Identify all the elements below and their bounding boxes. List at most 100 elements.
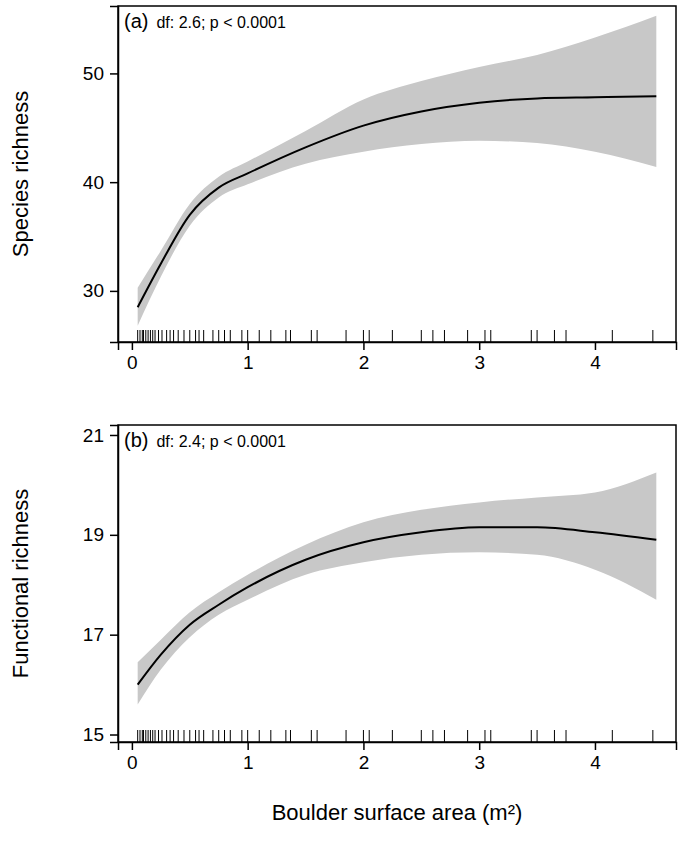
rug-tick <box>554 330 555 342</box>
y-tick: 19 <box>83 524 118 545</box>
rug-tick <box>467 330 468 342</box>
y-tick: 15 <box>83 724 118 745</box>
panel-title: (a)df: 2.6; p < 0.0001 <box>124 10 286 32</box>
fit-line <box>138 527 657 684</box>
y-tick-mark <box>110 435 118 437</box>
y-tick-mark <box>110 734 118 736</box>
y-tick-label: 30 <box>83 280 104 301</box>
x-tick: 1 <box>243 742 254 773</box>
rug-tick <box>212 730 213 742</box>
rug-tick <box>444 730 445 742</box>
rug-tick <box>150 330 151 342</box>
rug-tick <box>432 330 433 342</box>
y-tick: 30 <box>83 280 118 301</box>
rug-tick <box>142 330 143 342</box>
rug-tick <box>152 330 153 342</box>
rug-tick <box>152 730 153 742</box>
rug-tick <box>285 330 286 342</box>
annotation: df: 2.6; p < 0.0001 <box>156 14 286 31</box>
x-tick-label: 4 <box>590 352 601 373</box>
plot-frame <box>118 425 676 742</box>
x-tick: 3 <box>474 742 485 773</box>
rug-tick <box>148 730 149 742</box>
rug-tick <box>531 730 532 742</box>
y-tick-label: 50 <box>83 63 104 84</box>
x-tick-label: 4 <box>590 752 601 773</box>
y-axis-line <box>110 7 119 343</box>
rug-tick <box>195 330 196 342</box>
x-tick-mark <box>247 742 249 750</box>
rug-tick <box>183 730 184 742</box>
rug-tick <box>224 330 225 342</box>
rug-tick <box>421 330 422 342</box>
x-tick-mark <box>132 342 134 350</box>
plot-area <box>138 16 657 342</box>
rug-tick <box>173 730 174 742</box>
rug-tick <box>241 730 242 742</box>
rug-tick <box>285 730 286 742</box>
y-tick-mark <box>110 291 118 293</box>
rug-tick <box>230 330 231 342</box>
rug-tick <box>290 730 291 742</box>
annotation: df: 2.4; p < 0.0001 <box>156 433 286 450</box>
x-tick-mark <box>363 742 365 750</box>
rug-tick <box>612 730 613 742</box>
panel: 0123415171921Functional richnessBoulder … <box>8 425 677 825</box>
rug-tick <box>189 330 190 342</box>
rug-tick <box>566 730 567 742</box>
y-tick: 17 <box>83 624 118 645</box>
rug-tick <box>369 730 370 742</box>
rug-tick <box>139 730 140 742</box>
y-tick-mark <box>110 73 118 75</box>
rug-tick <box>652 330 653 342</box>
rug-tick <box>566 330 567 342</box>
x-tick: 1 <box>243 342 254 373</box>
y-tick-mark <box>110 182 118 184</box>
y-tick-mark <box>110 634 118 636</box>
x-tick-mark <box>247 342 249 350</box>
rug-tick <box>363 730 364 742</box>
rug-tick <box>467 730 468 742</box>
y-axis-line <box>110 426 119 743</box>
panel-title: (b)df: 2.4; p < 0.0001 <box>124 429 286 451</box>
rug-tick <box>170 730 171 742</box>
x-tick-mark <box>595 742 597 750</box>
x-tick: 4 <box>590 742 601 773</box>
x-axis: 01234 <box>119 742 677 773</box>
x-tick: 2 <box>359 342 370 373</box>
rug-tick <box>212 330 213 342</box>
rug-tick <box>490 730 491 742</box>
rug-tick <box>346 730 347 742</box>
rug-tick <box>137 730 138 742</box>
rug-tick <box>170 330 171 342</box>
confidence-band <box>138 16 657 326</box>
plot-frame <box>118 6 676 342</box>
rug-tick <box>183 330 184 342</box>
rug-tick <box>230 730 231 742</box>
rug-tick <box>537 730 538 742</box>
x-tick-label: 2 <box>359 352 370 373</box>
y-tick-label: 17 <box>83 624 104 645</box>
x-tick-label: 1 <box>243 752 254 773</box>
x-axis-line <box>119 343 677 351</box>
rug-tick <box>173 330 174 342</box>
rug-tick <box>612 330 613 342</box>
y-tick: 40 <box>83 172 118 193</box>
rug-tick <box>490 330 491 342</box>
rug-tick <box>150 730 151 742</box>
rug-tick <box>155 730 156 742</box>
rug-tick <box>369 330 370 342</box>
rug-tick <box>311 730 312 742</box>
rug-tick <box>270 730 271 742</box>
rug-tick <box>392 730 393 742</box>
rug-tick <box>241 330 242 342</box>
rug-tick <box>178 330 179 342</box>
x-axis-line <box>119 743 677 751</box>
rug-tick <box>346 330 347 342</box>
y-tick-label: 40 <box>83 172 104 193</box>
rug-tick <box>537 330 538 342</box>
y-axis-title: Functional richness <box>8 489 33 679</box>
x-axis: 01234 <box>119 342 677 373</box>
y-tick-label: 21 <box>83 425 104 446</box>
rug-tick <box>444 330 445 342</box>
